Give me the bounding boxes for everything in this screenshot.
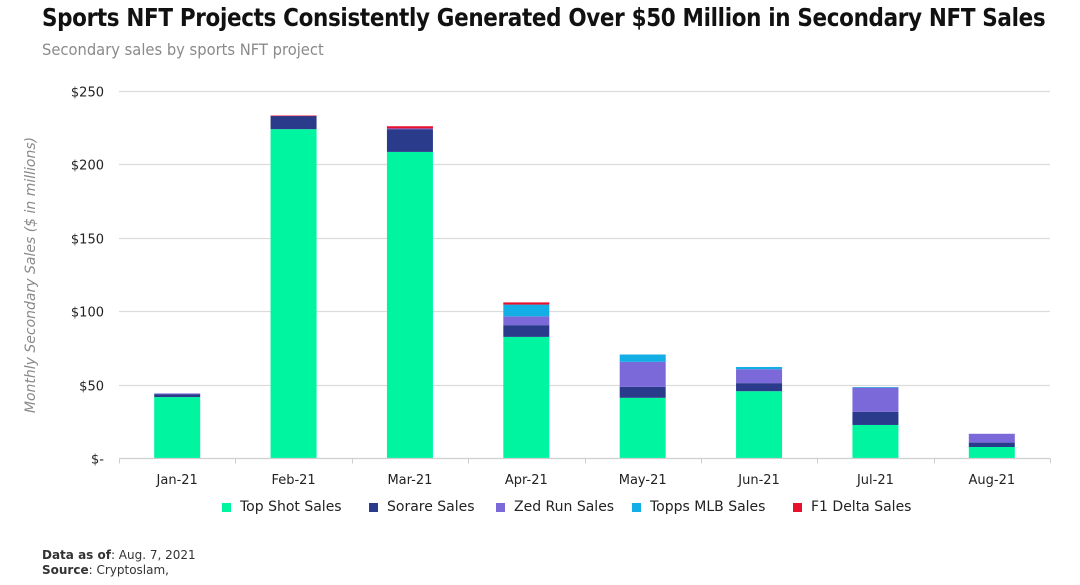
legend-swatch <box>222 502 231 512</box>
x-tick-label: Jul-21 <box>856 473 894 488</box>
y-tick-label: $- <box>91 453 104 468</box>
legend-item-top-shot-sales: Top Shot Sales <box>222 499 342 515</box>
legend: Top Shot Sales Sorare Sales Zed Run Sales T… <box>0 499 1080 519</box>
bar-segment-topps-mlb-sales <box>503 304 550 317</box>
source-value: : Cryptoslam, <box>88 563 169 577</box>
legend-label: Sorare Sales <box>387 499 475 515</box>
chart-title: Sports NFT Projects Consistently Generat… <box>42 3 1046 32</box>
bar-segment-sorare-sales <box>386 129 433 152</box>
bar-segment-top-shot-sales <box>154 397 201 458</box>
source-line: Source: Cryptoslam, <box>42 563 196 578</box>
data-as-of-line: Data as of: Aug. 7, 2021 <box>42 548 196 563</box>
bar-segment-zed-run-sales <box>386 128 433 130</box>
bar-segment-sorare-sales <box>503 325 550 337</box>
x-tick-label: Jan-21 <box>156 473 198 488</box>
y-tick-label: $50 <box>79 380 104 395</box>
y-tick-label: $250 <box>71 86 104 101</box>
bar-segment-zed-run-sales <box>852 387 899 412</box>
bar-segment-topps-mlb-sales <box>619 354 666 362</box>
bar-segment-top-shot-sales <box>270 129 317 459</box>
legend-item-f1-delta-sales: F1 Delta Sales <box>793 499 911 515</box>
bar-segment-sorare-sales <box>619 386 666 398</box>
x-tick-label: May-21 <box>619 473 667 488</box>
y-tick-label: $100 <box>71 306 104 321</box>
bar-segment-top-shot-sales <box>386 151 433 459</box>
bar-segment-f1-delta-sales <box>270 115 317 117</box>
bar-segment-top-shot-sales <box>736 391 783 458</box>
y-tick-label: $150 <box>71 233 104 248</box>
footer: Data as of: Aug. 7, 2021 Source: Cryptos… <box>42 548 196 578</box>
legend-swatch <box>793 502 802 512</box>
x-tick-label: Feb-21 <box>271 473 315 488</box>
bar-segment-top-shot-sales <box>619 397 666 458</box>
source-label: Source <box>42 563 89 577</box>
bar-segment-zed-run-sales <box>619 361 666 387</box>
legend-item-zed-run-sales: Zed Run Sales <box>496 499 614 515</box>
bar-segment-sorare-sales <box>736 383 783 392</box>
bar-segment-sorare-sales <box>852 411 899 425</box>
x-tick-label: Apr-21 <box>505 473 548 488</box>
x-tick-label: Aug-21 <box>969 473 1016 488</box>
bar-stack-feb-21 <box>270 115 317 459</box>
legend-label: Zed Run Sales <box>514 499 615 515</box>
bar-stack-jun-21 <box>736 366 783 458</box>
bar-segment-sorare-sales <box>154 394 201 398</box>
legend-swatch <box>369 502 378 512</box>
x-axis: Jan-21 Feb-21 Mar-21 Apr-21 May-21 Jun-21 Jul-… <box>119 457 1051 488</box>
y-tick-label: $200 <box>71 159 104 174</box>
bar-segment-top-shot-sales <box>852 424 899 458</box>
bar-stack-apr-21 <box>503 302 550 458</box>
data-as-of-label: Data as of <box>42 548 111 562</box>
legend-swatch <box>632 502 641 512</box>
bar-stack-jan-21 <box>154 393 201 458</box>
bar-segment-f1-delta-sales <box>386 126 433 129</box>
chart-subtitle: Secondary sales by sports NFT project <box>42 40 324 59</box>
bar-segment-topps-mlb-sales <box>852 387 899 388</box>
bar-stack-jul-21 <box>852 387 899 458</box>
bar-segment-sorare-sales <box>968 442 1015 447</box>
legend-label: Top Shot Sales <box>240 499 342 515</box>
bar-stack-may-21 <box>619 354 666 458</box>
bar-segment-top-shot-sales <box>968 446 1015 458</box>
bar-segment-zed-run-sales <box>736 369 783 384</box>
legend-swatch <box>496 502 505 512</box>
gridlines <box>119 90 1050 387</box>
data-as-of-value: : Aug. 7, 2021 <box>110 548 196 562</box>
bar-segment-zed-run-sales <box>154 393 201 395</box>
legend-label: F1 Delta Sales <box>811 499 912 515</box>
y-axis-ticks: $- $50 $100 $150 $200 $250 <box>71 86 104 468</box>
bar-stack-mar-21 <box>386 126 433 459</box>
bar-segment-f1-delta-sales <box>503 302 550 305</box>
bar-segment-top-shot-sales <box>503 336 550 458</box>
bar-segment-topps-mlb-sales <box>736 366 783 370</box>
y-axis-label: Monthly Secondary Sales ($ in millions) <box>23 137 39 413</box>
x-tick-label: Mar-21 <box>387 473 432 488</box>
x-tick-label: Jun-21 <box>737 473 780 488</box>
legend-item-topps-mlb-sales: Topps MLB Sales <box>632 499 765 515</box>
legend-item-sorare-sales: Sorare Sales <box>369 499 475 515</box>
bar-segment-zed-run-sales <box>503 316 550 326</box>
bars <box>154 115 1015 459</box>
legend-label: Topps MLB Sales <box>650 499 766 515</box>
bar-segment-zed-run-sales <box>968 433 1015 443</box>
bar-segment-sorare-sales <box>270 115 317 130</box>
bar-stack-aug-21 <box>968 433 1015 458</box>
